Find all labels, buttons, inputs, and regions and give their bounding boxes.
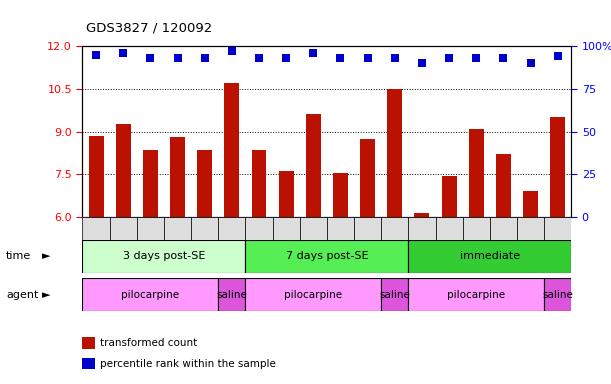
- Bar: [442, 175, 456, 217]
- Bar: [517, 217, 544, 273]
- Text: pilocarpine: pilocarpine: [447, 290, 505, 300]
- Text: 3 days post-SE: 3 days post-SE: [123, 251, 205, 262]
- Bar: [246, 217, 273, 273]
- Bar: [82, 278, 218, 311]
- Point: [200, 55, 210, 61]
- Text: GDS3827 / 120092: GDS3827 / 120092: [86, 21, 212, 34]
- Text: pilocarpine: pilocarpine: [284, 290, 342, 300]
- Point: [254, 55, 264, 61]
- Text: ►: ►: [42, 251, 50, 262]
- Bar: [360, 139, 375, 217]
- Bar: [408, 217, 436, 273]
- Text: percentile rank within the sample: percentile rank within the sample: [100, 359, 276, 369]
- Text: pilocarpine: pilocarpine: [122, 290, 180, 300]
- Bar: [333, 173, 348, 217]
- Bar: [246, 240, 408, 273]
- Text: agent: agent: [6, 290, 38, 300]
- Text: saline: saline: [379, 290, 410, 300]
- Bar: [279, 171, 294, 217]
- Bar: [82, 217, 109, 273]
- Bar: [300, 217, 327, 273]
- Bar: [164, 217, 191, 273]
- Bar: [523, 191, 538, 217]
- Bar: [246, 278, 381, 311]
- Bar: [381, 217, 408, 273]
- Bar: [463, 217, 490, 273]
- Bar: [224, 83, 240, 217]
- Bar: [354, 217, 381, 273]
- Bar: [109, 217, 137, 273]
- Text: saline: saline: [543, 290, 573, 300]
- Bar: [544, 278, 571, 311]
- Bar: [137, 217, 164, 273]
- Point: [444, 55, 454, 61]
- Bar: [273, 217, 300, 273]
- Point: [499, 55, 508, 61]
- Point: [227, 48, 236, 54]
- Bar: [191, 217, 218, 273]
- Point: [145, 55, 155, 61]
- Bar: [490, 217, 517, 273]
- Text: ►: ►: [42, 290, 50, 300]
- Point: [281, 55, 291, 61]
- Text: immediate: immediate: [459, 251, 520, 262]
- Point: [553, 53, 563, 60]
- Bar: [82, 337, 95, 349]
- Bar: [143, 150, 158, 217]
- Point: [309, 50, 318, 56]
- Point: [91, 51, 101, 58]
- Bar: [408, 278, 544, 311]
- Bar: [436, 217, 463, 273]
- Point: [335, 55, 345, 61]
- Point: [471, 55, 481, 61]
- Bar: [197, 150, 212, 217]
- Bar: [115, 124, 131, 217]
- Text: 7 days post-SE: 7 days post-SE: [285, 251, 368, 262]
- Bar: [252, 150, 266, 217]
- Bar: [469, 129, 484, 217]
- Bar: [170, 137, 185, 217]
- Bar: [306, 114, 321, 217]
- Bar: [218, 278, 246, 311]
- Point: [173, 55, 183, 61]
- Point: [363, 55, 373, 61]
- Point: [119, 50, 128, 56]
- Bar: [387, 89, 402, 217]
- Text: transformed count: transformed count: [100, 338, 197, 348]
- Point: [417, 60, 427, 66]
- Bar: [544, 217, 571, 273]
- Bar: [218, 217, 246, 273]
- Bar: [408, 240, 571, 273]
- Point: [525, 60, 535, 66]
- Text: time: time: [6, 251, 31, 262]
- Bar: [327, 217, 354, 273]
- Bar: [551, 117, 565, 217]
- Bar: [82, 240, 246, 273]
- Bar: [82, 358, 95, 369]
- Bar: [496, 154, 511, 217]
- Point: [390, 55, 400, 61]
- Bar: [89, 136, 103, 217]
- Bar: [381, 278, 408, 311]
- Bar: [414, 213, 430, 217]
- Text: saline: saline: [216, 290, 247, 300]
